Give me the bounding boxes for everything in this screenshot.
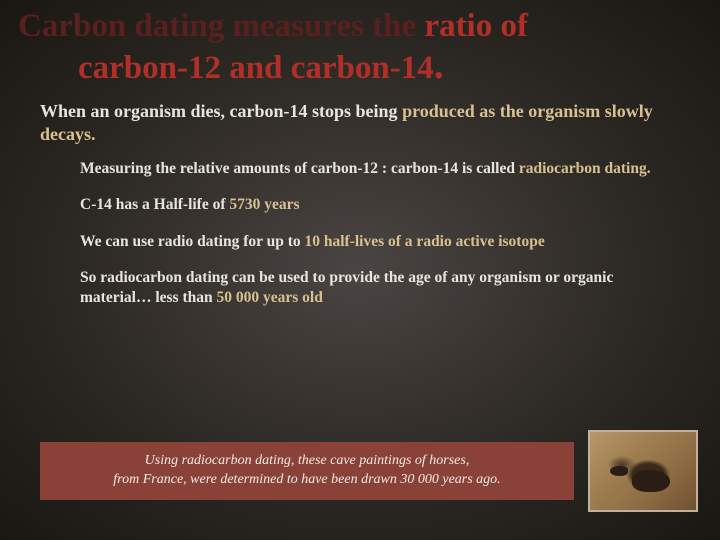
- bullet-highlight: 10 half-lives of a radio active isotope: [305, 233, 545, 250]
- slide-title: Carbon dating measures the ratio of carb…: [0, 0, 720, 86]
- title-period: .: [434, 42, 444, 87]
- bullet-item: Measuring the relative amounts of carbon…: [80, 159, 680, 179]
- bullet-text-a: So radiocarbon dating can be used to pro…: [80, 269, 613, 306]
- intro-pre: When an organism dies, carbon-14 stops b…: [40, 101, 402, 121]
- bullet-highlight: radiocarbon dating.: [519, 160, 651, 177]
- bullet-text-a: We can use radio dating for up to: [80, 233, 305, 250]
- cave-painting-image: [588, 430, 698, 512]
- bullet-text-a: C-14 has a Half-life of: [80, 196, 229, 213]
- bullet-item: We can use radio dating for up to 10 hal…: [80, 232, 680, 252]
- bullet-list: Measuring the relative amounts of carbon…: [0, 145, 720, 308]
- bullet-text-a: Measuring the relative amounts of carbon…: [80, 160, 519, 177]
- title-line-2: carbon-12 and carbon-14.: [78, 44, 690, 86]
- bullet-item: C-14 has a Half-life of 5730 years: [80, 195, 680, 215]
- caption-row: Using radiocarbon dating, these cave pai…: [0, 430, 720, 512]
- title-prefix-red: ratio of: [424, 8, 528, 44]
- bullet-item: So radiocarbon dating can be used to pro…: [80, 268, 680, 308]
- title-line-1: Carbon dating measures the ratio of: [18, 8, 690, 44]
- caption-line-2: from France, were determined to have bee…: [113, 472, 500, 487]
- title-prefix-dark: Carbon dating measures the: [18, 8, 424, 44]
- title-line2-text: carbon-12 and carbon-14: [78, 50, 434, 86]
- caption-line-1: Using radiocarbon dating, these cave pai…: [145, 453, 470, 468]
- bullet-highlight: 50 000 years old: [216, 289, 322, 306]
- caption-box: Using radiocarbon dating, these cave pai…: [40, 442, 574, 500]
- bullet-highlight: 5730 years: [229, 196, 299, 213]
- intro-paragraph: When an organism dies, carbon-14 stops b…: [0, 86, 720, 145]
